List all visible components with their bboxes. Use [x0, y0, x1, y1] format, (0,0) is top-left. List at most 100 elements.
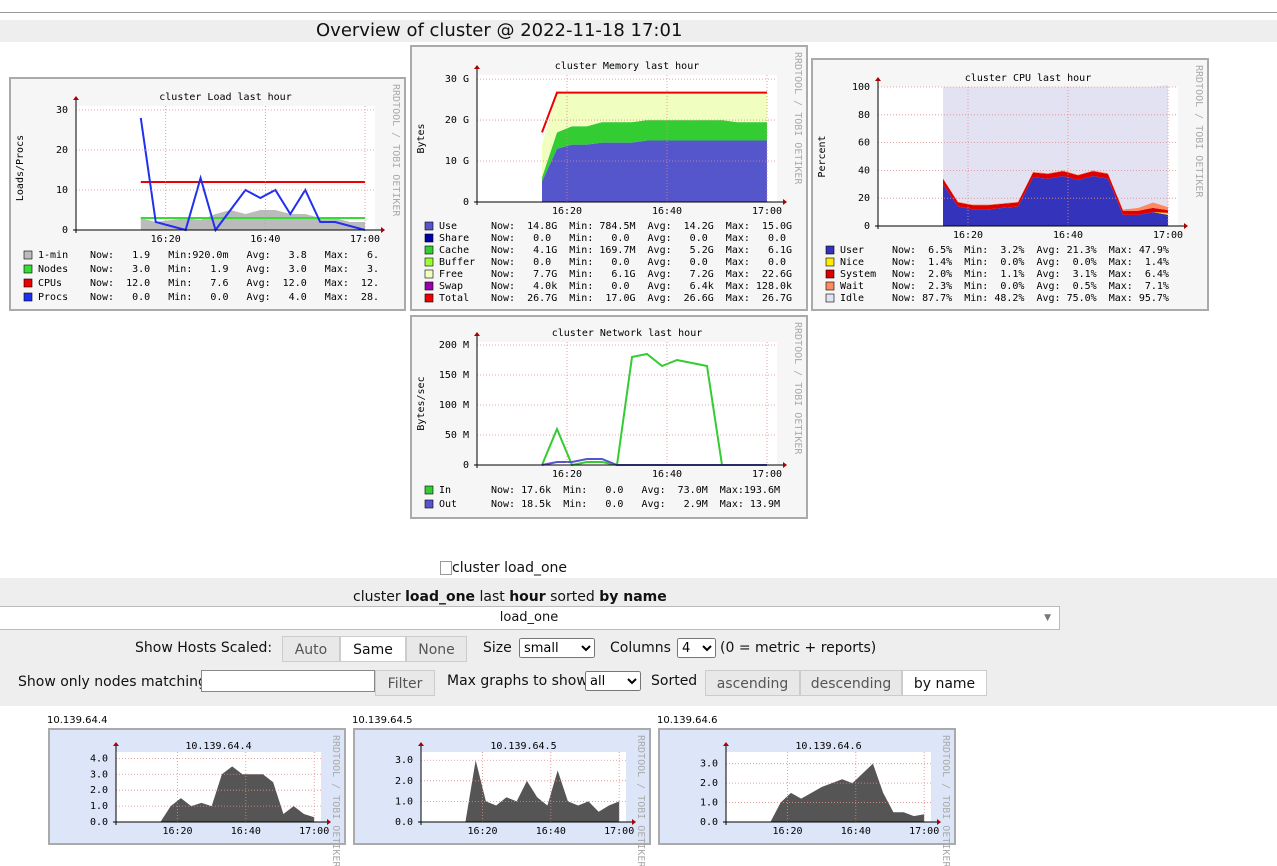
- legend-name: Total: [439, 293, 469, 304]
- legend-name: 1-min: [38, 250, 68, 261]
- legend-stats: Now: 4.0k Min: 0.0 Avg: 6.4k Max: 128.0k: [491, 281, 792, 292]
- watermark: RRDTOOL / TOBI OETIKER: [792, 322, 803, 455]
- x-tick-label: 16:40: [1053, 230, 1083, 241]
- y-tick-label: 150 M: [439, 370, 469, 381]
- h-range: hour: [509, 589, 546, 605]
- sort-button[interactable]: ascending: [705, 670, 800, 696]
- x-tick-label: 17:00: [604, 826, 634, 837]
- watermark: RRDTOOL / TOBI OETIKER: [635, 735, 646, 866]
- graph-title: 10.139.64.5: [490, 741, 556, 752]
- image-icon: [440, 561, 452, 575]
- axis-arrow: [1184, 223, 1188, 229]
- x-tick-label: 16:40: [231, 826, 261, 837]
- legend-swatch: [424, 245, 434, 255]
- y-tick-label: 20: [56, 145, 68, 156]
- area: [943, 85, 1168, 210]
- watermark: RRDTOOL / TOBI OETIKER: [330, 735, 341, 866]
- line: [139, 117, 366, 233]
- x-tick-label: 16:20: [953, 230, 983, 241]
- y-tick-label: 60: [858, 138, 870, 149]
- graph-title: 10.139.64.6: [795, 741, 861, 752]
- y-tick-label: 30: [56, 105, 68, 116]
- y-tick-label: 100: [852, 82, 870, 93]
- legend-swatch: [424, 485, 434, 495]
- legend-swatch: [825, 257, 835, 267]
- host-label: 10.139.64.4: [47, 715, 107, 726]
- legend-swatch: [424, 257, 434, 267]
- metric-select-value[interactable]: load_one: [499, 610, 559, 625]
- legend-swatch: [23, 292, 33, 302]
- legend-stats: Now: 3.0 Min: 1.9 Avg: 3.0 Max: 3.: [90, 264, 379, 275]
- axis-arrow: [783, 462, 787, 468]
- scaled-button[interactable]: Same: [340, 636, 406, 662]
- graph-title: cluster CPU last hour: [965, 73, 1091, 84]
- legend-swatch: [424, 293, 434, 303]
- title-bar: [0, 20, 1277, 42]
- legend-swatch: [424, 233, 434, 243]
- area: [943, 175, 1168, 226]
- legend-swatch: [424, 221, 434, 231]
- x-tick-label: 16:20: [467, 826, 497, 837]
- y-tick-label: 4.0: [90, 753, 108, 764]
- legend-name: Idle: [840, 293, 864, 304]
- max-select[interactable]: all: [585, 671, 641, 691]
- page-title: Overview of cluster @ 2022-11-18 17:01: [316, 20, 683, 41]
- legend-swatch: [424, 499, 434, 509]
- area: [943, 170, 1168, 211]
- columns-label: Columns: [610, 640, 671, 656]
- legend-name: In: [439, 485, 451, 496]
- x-tick-label: 17:00: [299, 826, 329, 837]
- legend-name: System: [840, 269, 876, 280]
- y-tick-label: 1.0: [700, 798, 718, 809]
- legend-stats: Now: 0.0 Min: 0.0 Avg: 0.0 Max: 0.0: [491, 257, 786, 268]
- area: [770, 763, 925, 822]
- y-tick-label: 100 M: [439, 400, 469, 411]
- metric-select[interactable]: load_one ▼: [0, 606, 1060, 630]
- columns-select[interactable]: 4: [677, 638, 716, 658]
- legend-name: Nodes: [38, 264, 68, 275]
- line: [541, 91, 767, 133]
- scaled-button[interactable]: None: [406, 636, 467, 662]
- sort-button[interactable]: by name: [902, 670, 987, 696]
- sorted-label: Sorted: [651, 673, 698, 689]
- filter-button[interactable]: Filter: [375, 670, 435, 696]
- scaled-button[interactable]: Auto: [282, 636, 340, 662]
- graph-title: cluster Memory last hour: [555, 61, 700, 72]
- plot-area: [76, 106, 375, 230]
- legend-name: Nice: [840, 257, 864, 268]
- x-tick-label: 17:00: [350, 234, 380, 245]
- graph-title: 10.139.64.4: [185, 741, 251, 752]
- y-tick-label: 10 G: [445, 156, 469, 167]
- x-tick-label: 16:40: [652, 469, 682, 480]
- axis-arrow: [418, 742, 424, 746]
- y-tick-label: 40: [858, 165, 870, 176]
- y-tick-label: 2.0: [90, 785, 108, 796]
- legend-name: CPUs: [38, 278, 62, 289]
- legend-swatch: [424, 281, 434, 291]
- scaled-label: Show Hosts Scaled:: [135, 640, 273, 656]
- y-axis-label: Loads/Procs: [15, 135, 26, 201]
- filter-input[interactable]: [201, 670, 375, 692]
- legend-swatch: [825, 269, 835, 279]
- legend-stats: Now: 26.7G Min: 17.0G Avg: 26.6G Max: 26…: [491, 293, 792, 304]
- y-tick-label: 0: [62, 225, 68, 236]
- x-tick-label: 16:20: [162, 826, 192, 837]
- legend-stats: Now: 1.9 Min:920.0m Avg: 3.8 Max: 6.: [90, 250, 379, 261]
- y-tick-label: 3.0: [90, 769, 108, 780]
- legend-stats: Now: 7.7G Min: 6.1G Avg: 7.2G Max: 22.6G: [491, 269, 792, 280]
- broken-image: cluster load_one: [440, 560, 567, 576]
- dropdown-arrow: ▼: [1044, 613, 1051, 623]
- watermark: RRDTOOL / TOBI OETIKER: [792, 52, 803, 185]
- watermark: RRDTOOL / TOBI OETIKER: [940, 735, 951, 866]
- watermark: RRDTOOL / TOBI OETIKER: [390, 84, 401, 217]
- legend-swatch: [825, 281, 835, 291]
- graph-title: cluster Network last hour: [552, 328, 703, 339]
- y-axis-label: Percent: [817, 135, 828, 177]
- axis-arrow: [875, 77, 881, 81]
- y-tick-label: 200 M: [439, 340, 469, 351]
- size-select[interactable]: small: [519, 638, 595, 658]
- sort-button[interactable]: descending: [800, 670, 902, 696]
- axis-arrow: [783, 199, 787, 205]
- axis-arrow: [327, 819, 331, 825]
